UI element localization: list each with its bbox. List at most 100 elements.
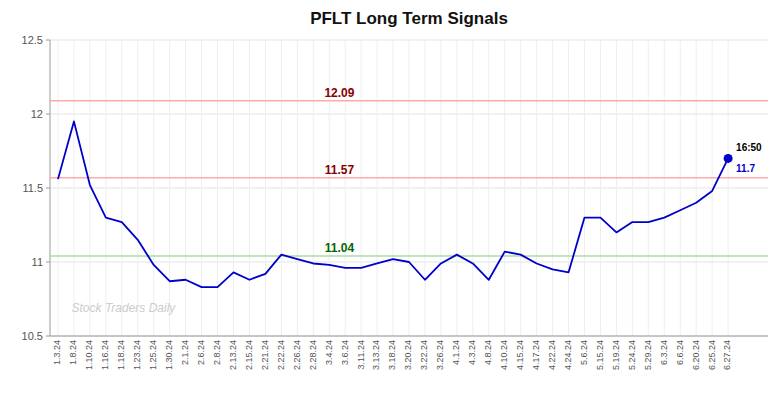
grid-line (504, 40, 505, 336)
x-tick-label: 4.10.24 (499, 340, 509, 370)
x-tick-label: 2.21.24 (260, 340, 270, 370)
reference-label: 12.09 (324, 86, 354, 100)
x-tick-label: 4.15.24 (515, 340, 525, 370)
x-tick-label: 3.22.24 (419, 340, 429, 370)
x-tick-label: 3.6.24 (340, 340, 350, 365)
y-tick (46, 188, 50, 189)
y-tick (46, 114, 50, 115)
grid-line (680, 40, 681, 336)
y-tick-label: 11.5 (22, 182, 43, 194)
grid-line (313, 40, 314, 336)
grid-line (50, 336, 768, 337)
grid-line (57, 40, 58, 336)
grid-line (121, 40, 122, 336)
x-tick-label: 3.11.24 (356, 340, 366, 369)
x-tick-label: 4.24.24 (563, 340, 573, 370)
y-tick-label: 12.5 (22, 34, 43, 46)
x-tick-label: 1.25.24 (148, 340, 158, 370)
grid-line (472, 40, 473, 336)
x-tick-label: 6.3.24 (659, 340, 669, 365)
grid-line (424, 40, 425, 336)
price-line (58, 121, 728, 287)
x-tick-label: 5.24.24 (627, 340, 637, 370)
grid-line (520, 40, 521, 336)
plot-area (50, 101, 768, 287)
grid-line (249, 40, 250, 336)
x-axis (50, 336, 768, 337)
x-tick-label: 6.25.24 (707, 340, 717, 370)
x-tick-label: 2.8.24 (212, 340, 222, 365)
reference-line (50, 255, 768, 257)
x-tick-label: 1.8.24 (68, 340, 78, 365)
grid-line (201, 40, 202, 336)
grid-line (169, 40, 170, 336)
x-tick-label: 6.6.24 (675, 340, 685, 365)
grid-line (616, 40, 617, 336)
x-tick-label: 3.26.24 (435, 340, 445, 370)
x-tick-label: 1.18.24 (116, 340, 126, 370)
grid-line (265, 40, 266, 336)
grid-line (393, 40, 394, 336)
x-tick-label: 2.13.24 (228, 340, 238, 370)
grid-line (329, 40, 330, 336)
chart: Stock Traders Daily10.51111.51212.51.3.2… (0, 0, 784, 398)
y-tick-label: 11 (32, 256, 43, 268)
last-point (724, 154, 733, 163)
y-tick (46, 40, 50, 41)
grid-line (584, 40, 585, 336)
grid-line (568, 40, 569, 336)
title: PFLT Long Term Signals (310, 9, 508, 28)
grid-line (345, 40, 346, 336)
grid-line (664, 40, 665, 336)
grid-line (600, 40, 601, 336)
grid-line (217, 40, 218, 336)
x-tick-label: 3.4.24 (324, 340, 334, 365)
x-tick-label: 1.16.24 (100, 340, 110, 370)
x-tick-label: 5.15.24 (595, 340, 605, 370)
x-tick-label: 2.15.24 (244, 340, 254, 370)
grid-line (361, 40, 362, 336)
grid-line (281, 40, 282, 336)
grid-line (712, 40, 713, 336)
y-tick-label: 12 (31, 108, 43, 120)
grid-line (440, 40, 441, 336)
x-tick-label: 5.6.24 (579, 340, 589, 365)
x-tick-label: 5.19.24 (611, 340, 621, 370)
x-tick-label: 2.1.24 (180, 340, 190, 365)
reference-line (50, 177, 768, 179)
x-tick-label: 1.10.24 (84, 340, 94, 370)
grid-line (377, 40, 378, 336)
last-point-label: 16:50 (736, 142, 762, 153)
grid-line (488, 40, 489, 336)
reference-line (50, 100, 768, 102)
grid-line (105, 40, 106, 336)
x-tick-label: 2.26.24 (292, 340, 302, 370)
grid-line (185, 40, 186, 336)
x-tick-label: 4.22.24 (547, 340, 557, 370)
grid-line (297, 40, 298, 336)
grid-line (696, 40, 697, 336)
grid-line (728, 40, 729, 336)
x-tick-label: 4.3.24 (467, 340, 477, 365)
reference-label: 11.04 (325, 241, 355, 255)
grid-line (89, 40, 90, 336)
x-tick-label: 1.30.24 (164, 340, 174, 370)
grid-line (233, 40, 234, 336)
grid-line (456, 40, 457, 336)
reference-label: 11.57 (325, 163, 355, 177)
x-tick-label: 6.27.24 (722, 340, 732, 370)
x-tick-label: 5.29.24 (643, 340, 653, 370)
grid-line (73, 40, 74, 336)
x-tick-label: 4.17.24 (531, 340, 541, 370)
x-tick-label: 1.23.24 (132, 340, 142, 370)
watermark: Stock Traders Daily (72, 301, 177, 315)
x-tick-label: 6.20.24 (691, 340, 701, 370)
last-point-label: 11.7 (736, 163, 755, 174)
x-tick-label: 4.1.24 (451, 340, 461, 365)
grid-line (137, 40, 138, 336)
x-tick-label: 4.8.24 (483, 340, 493, 365)
x-tick-label: 3.18.24 (387, 340, 397, 370)
grid-line (632, 40, 633, 336)
grid-line (536, 40, 537, 336)
grid-line (409, 40, 410, 336)
